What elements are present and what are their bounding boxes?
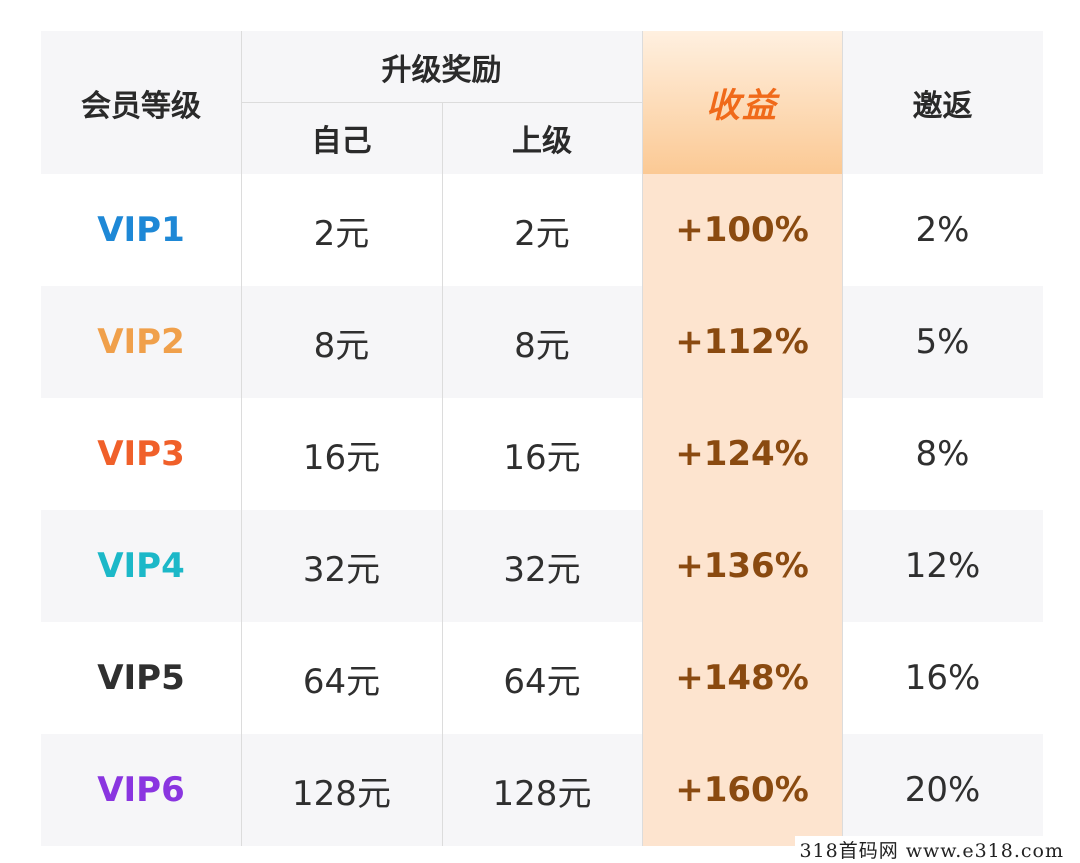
site-watermark: 318首码网 www.e318.com <box>795 836 1068 863</box>
level-cell: VIP6 <box>41 734 241 846</box>
rebate-cell: 8% <box>842 398 1043 510</box>
level-cell-text: VIP1 <box>97 210 185 250</box>
header-upgrade-reward: 升级奖励 <box>241 31 642 102</box>
earnings-cell: +160% <box>642 734 842 846</box>
self-reward-cell: 32元 <box>241 510 442 622</box>
rebate-cell: 12% <box>842 510 1043 622</box>
level-cell: VIP5 <box>41 622 241 734</box>
header-earnings-label: 收益 <box>706 86 778 126</box>
divider <box>241 31 242 846</box>
rebate-cell: 2% <box>842 174 1043 286</box>
earnings-cell: +148% <box>642 622 842 734</box>
self-reward-cell: 64元 <box>241 622 442 734</box>
level-cell-text: VIP2 <box>97 322 185 362</box>
rebate-cell-text: 12% <box>904 546 981 586</box>
earnings-cell-text: +124% <box>675 434 809 474</box>
superior-reward-cell-text: 2元 <box>514 213 570 254</box>
level-cell-text: VIP3 <box>97 434 185 474</box>
earnings-cell-text: +148% <box>675 658 809 698</box>
header-self: 自己 <box>241 102 442 174</box>
header-level-label: 会员等级 <box>81 88 201 124</box>
rebate-cell-text: 8% <box>915 434 970 474</box>
divider <box>241 102 642 103</box>
rebate-cell: 16% <box>842 622 1043 734</box>
superior-reward-cell: 64元 <box>442 622 642 734</box>
header-upgrade-reward-label: 升级奖励 <box>381 52 502 88</box>
self-reward-cell-text: 8元 <box>313 325 370 366</box>
rebate-cell-text: 20% <box>904 770 981 810</box>
rebate-cell-text: 5% <box>915 322 970 362</box>
superior-reward-cell-text: 16元 <box>503 437 581 478</box>
level-cell-text: VIP4 <box>97 546 185 586</box>
level-cell: VIP1 <box>41 174 241 286</box>
superior-reward-cell-text: 64元 <box>503 661 581 702</box>
self-reward-cell: 8元 <box>241 286 442 398</box>
rebate-cell: 5% <box>842 286 1043 398</box>
superior-reward-cell: 8元 <box>442 286 642 398</box>
rebate-cell: 20% <box>842 734 1043 846</box>
vip-rewards-table: 会员等级 升级奖励 自己 上级 收益 邀返 VIP1 2元 2元 +100% 2% VIP… <box>41 31 1043 846</box>
rebate-cell-text: 2% <box>915 210 970 250</box>
earnings-cell-text: +112% <box>675 322 809 362</box>
header-superior: 上级 <box>442 102 642 174</box>
self-reward-cell: 2元 <box>241 174 442 286</box>
superior-reward-cell: 128元 <box>442 734 642 846</box>
superior-reward-cell-text: 128元 <box>492 773 592 814</box>
level-cell: VIP4 <box>41 510 241 622</box>
level-cell: VIP2 <box>41 286 241 398</box>
earnings-cell: +136% <box>642 510 842 622</box>
superior-reward-cell: 2元 <box>442 174 642 286</box>
self-reward-cell-text: 16元 <box>302 437 381 478</box>
header-earnings: 收益 <box>642 31 842 174</box>
self-reward-cell-text: 64元 <box>302 661 381 702</box>
earnings-cell: +112% <box>642 286 842 398</box>
self-reward-cell: 128元 <box>241 734 442 846</box>
header-invite-rebate: 邀返 <box>842 31 1043 174</box>
superior-reward-cell: 32元 <box>442 510 642 622</box>
superior-reward-cell-text: 32元 <box>503 549 581 590</box>
self-reward-cell-text: 128元 <box>292 773 391 814</box>
level-cell-text: VIP6 <box>97 770 185 810</box>
header-self-label: 自己 <box>311 124 372 159</box>
divider <box>442 102 443 846</box>
earnings-cell: +100% <box>642 174 842 286</box>
self-reward-cell-text: 2元 <box>313 213 370 254</box>
superior-reward-cell: 16元 <box>442 398 642 510</box>
header-level: 会员等级 <box>41 31 241 174</box>
self-reward-cell-text: 32元 <box>302 549 381 590</box>
level-cell: VIP3 <box>41 398 241 510</box>
earnings-cell-text: +100% <box>675 210 809 250</box>
self-reward-cell: 16元 <box>241 398 442 510</box>
header-superior-label: 上级 <box>512 124 572 159</box>
level-cell-text: VIP5 <box>97 658 185 698</box>
superior-reward-cell-text: 8元 <box>514 325 570 366</box>
header-invite-rebate-label: 邀返 <box>912 88 973 124</box>
earnings-cell: +124% <box>642 398 842 510</box>
earnings-cell-text: +136% <box>675 546 809 586</box>
divider <box>842 31 843 846</box>
earnings-cell-text: +160% <box>675 770 809 810</box>
rebate-cell-text: 16% <box>904 658 981 698</box>
divider <box>642 31 643 846</box>
